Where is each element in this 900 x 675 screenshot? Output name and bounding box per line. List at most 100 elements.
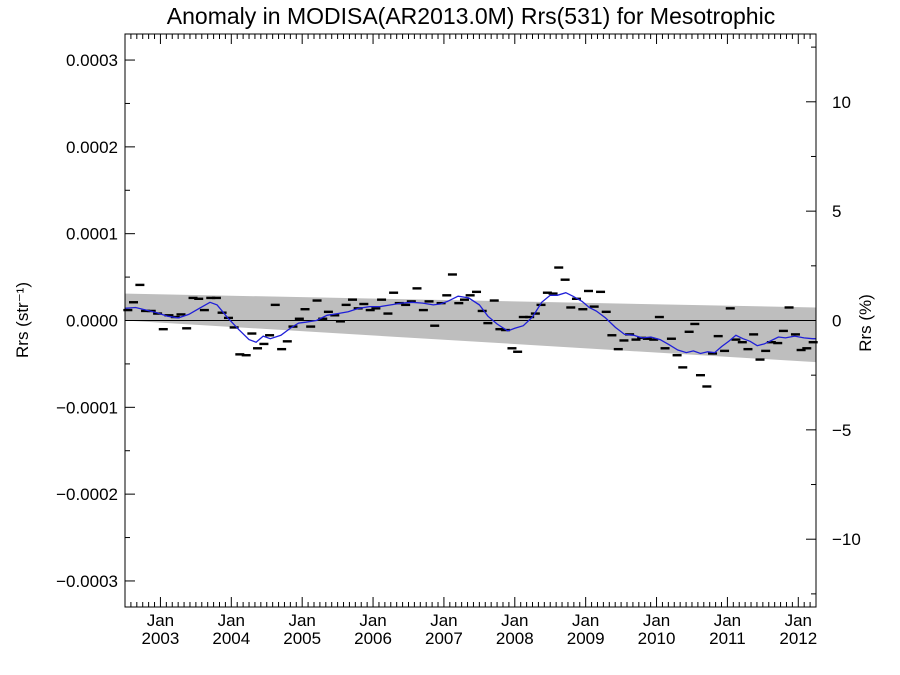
data-point <box>383 312 393 315</box>
data-point <box>206 296 216 300</box>
data-point <box>477 309 487 313</box>
data-point <box>642 337 652 340</box>
data-point <box>773 341 783 345</box>
data-point <box>525 315 535 319</box>
data-point <box>483 321 493 325</box>
data-point <box>678 366 688 369</box>
x-tick-label: Jan 2011 <box>709 611 746 648</box>
data-point <box>129 301 139 304</box>
data-point <box>613 347 623 351</box>
data-point <box>631 338 641 341</box>
y-left-tick-label: 0.0000 <box>66 312 118 331</box>
x-tick-label: Jan 2005 <box>283 611 321 648</box>
y-left-tick-label: −0.0003 <box>56 572 118 591</box>
data-point <box>649 338 659 341</box>
y-left-tick-label: −0.0002 <box>56 485 118 504</box>
data-point <box>808 341 818 344</box>
data-point <box>306 325 316 328</box>
data-point <box>270 303 280 307</box>
data-point <box>695 373 705 377</box>
data-point <box>725 307 735 310</box>
data-point <box>796 348 806 352</box>
data-point <box>199 308 209 312</box>
y-right-tick-label: −10 <box>832 530 861 549</box>
data-point <box>731 338 741 341</box>
data-point <box>654 315 664 319</box>
data-point <box>513 350 523 353</box>
y-left-tick-label: −0.0001 <box>56 398 118 417</box>
x-tick-label: Jan 2009 <box>567 611 605 648</box>
x-tick-label: Jan 2003 <box>142 611 180 648</box>
data-point <box>282 340 292 343</box>
data-point <box>743 347 753 351</box>
data-point <box>536 303 546 307</box>
data-point <box>182 327 192 330</box>
x-tick-label: Jan 2008 <box>496 611 534 648</box>
data-point <box>589 305 599 308</box>
data-point <box>247 332 257 335</box>
y-right-tick-label: 10 <box>832 93 851 112</box>
data-point <box>277 347 287 351</box>
data-point <box>672 354 682 357</box>
x-axis: Jan 2003 Jan 2004 Jan 2005 Jan 2006 Jan 2007 Jan 20… <box>124 34 817 648</box>
data-point <box>802 347 812 350</box>
data-point <box>601 310 611 314</box>
x-tick-label: Jan 2007 <box>425 611 463 648</box>
x-tick-label: Jan 2006 <box>354 611 392 648</box>
data-point <box>489 299 499 302</box>
data-point <box>542 291 552 294</box>
data-point <box>790 333 800 336</box>
data-point <box>702 385 712 388</box>
data-point <box>761 349 771 353</box>
data-point <box>188 296 198 300</box>
data-point <box>341 303 351 307</box>
data-point <box>229 326 239 329</box>
data-point <box>660 347 670 350</box>
data-point <box>164 314 174 317</box>
data-point <box>389 291 399 294</box>
y-right-tick-label: −5 <box>832 421 851 440</box>
y-axis-right-label: Rrs (%) <box>856 294 875 352</box>
y-right-tick-label: 5 <box>832 202 841 221</box>
data-point <box>518 315 528 319</box>
data-point <box>619 339 629 342</box>
data-point <box>507 347 517 350</box>
data-point <box>560 278 570 281</box>
y-left-tick-label: 0.0003 <box>66 51 118 70</box>
data-point <box>330 314 340 317</box>
uncertainty-band <box>125 293 816 363</box>
data-point <box>596 290 606 294</box>
data-point <box>418 308 428 312</box>
data-point <box>294 317 304 320</box>
running-mean-line <box>124 292 816 355</box>
data-point <box>259 342 269 346</box>
data-point <box>459 298 469 301</box>
data-point <box>566 306 576 309</box>
data-point <box>778 329 788 333</box>
x-tick-label: Jan 2004 <box>212 611 250 648</box>
data-point <box>176 313 186 316</box>
data-point <box>708 352 718 355</box>
data-point <box>424 300 434 303</box>
data-point <box>737 341 747 344</box>
data-point <box>365 308 375 312</box>
y-right-tick-label: 0 <box>832 312 841 331</box>
data-point <box>713 334 723 338</box>
data-point <box>430 324 440 327</box>
data-point <box>253 347 263 350</box>
data-point <box>442 294 452 297</box>
data-point <box>690 322 700 326</box>
data-point <box>359 302 369 306</box>
data-point <box>578 308 588 311</box>
data-point <box>300 308 310 311</box>
data-point <box>755 358 765 361</box>
data-point <box>401 303 411 307</box>
data-point <box>211 296 221 300</box>
x-tick-label: Jan 2010 <box>638 611 676 648</box>
data-point <box>495 327 505 331</box>
y-left-tick-label: 0.0002 <box>66 138 118 157</box>
data-point <box>371 307 381 310</box>
data-point <box>454 301 464 305</box>
data-point <box>684 330 694 333</box>
